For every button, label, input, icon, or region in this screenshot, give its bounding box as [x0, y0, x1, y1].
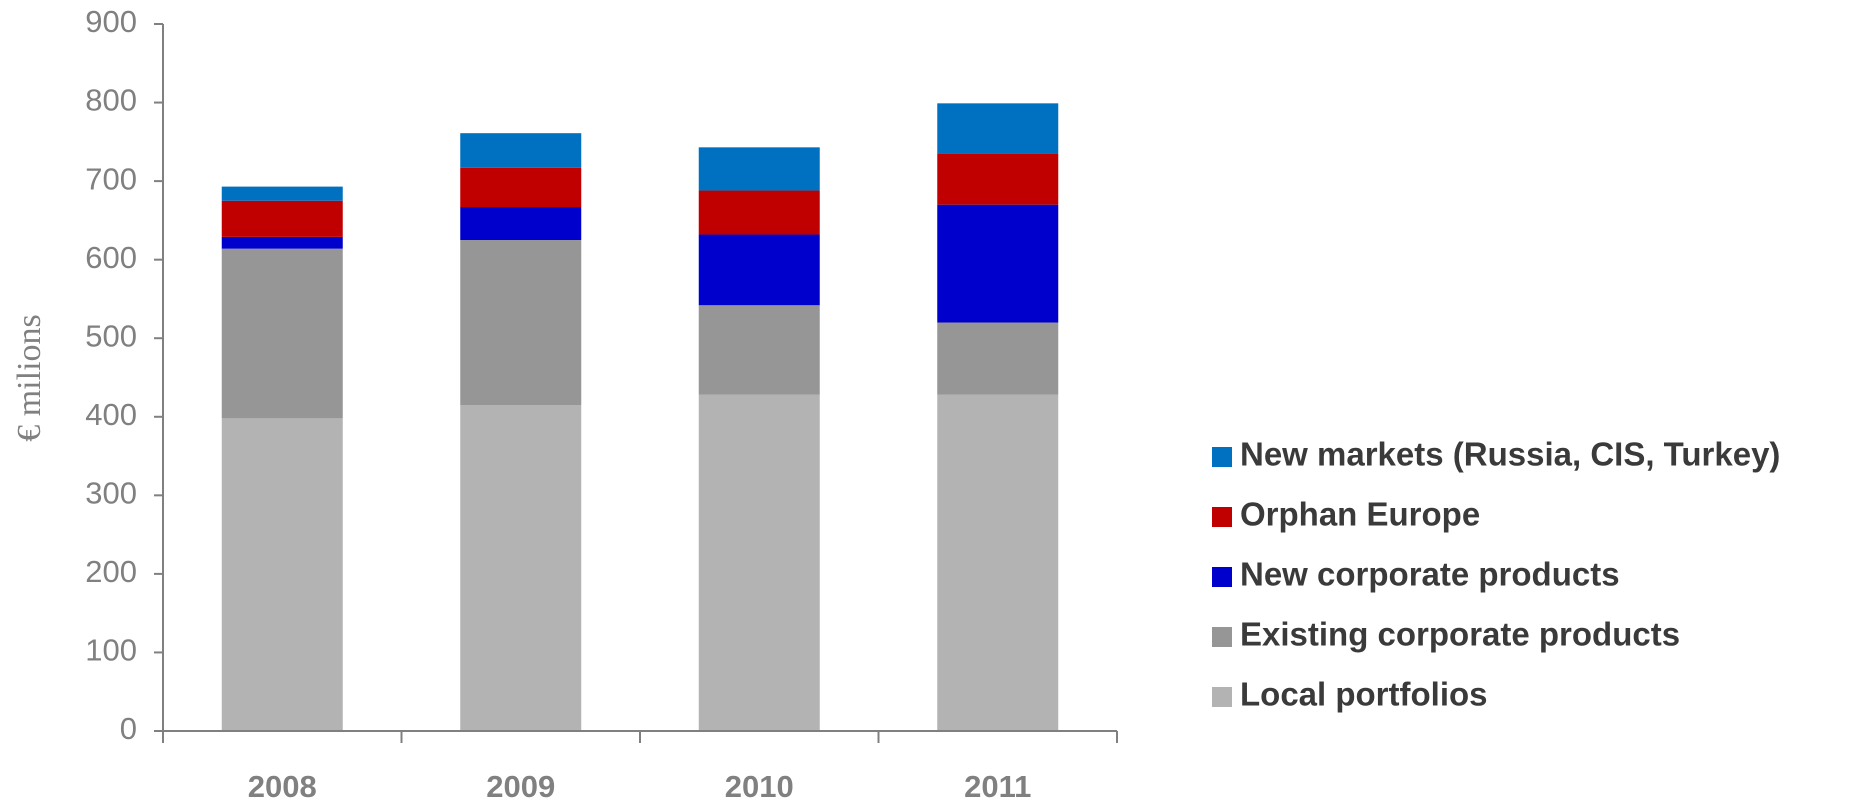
- y-axis-label: € milions: [11, 314, 48, 442]
- legend-label: New corporate products: [1240, 556, 1620, 593]
- bar-segment: [460, 133, 582, 168]
- y-tick-label: 500: [85, 318, 137, 353]
- y-tick-label: 200: [85, 554, 137, 589]
- legend-label: Local portfolios: [1240, 676, 1488, 713]
- y-tick-label: 300: [85, 476, 137, 511]
- bar-segment: [460, 240, 582, 405]
- bar-segment: [698, 394, 820, 731]
- bar-segment: [698, 147, 820, 191]
- legend-swatch: [1212, 507, 1232, 527]
- bar-segment: [698, 234, 820, 306]
- bar-segment: [221, 200, 343, 237]
- bar-segment: [460, 404, 582, 731]
- legend-swatch: [1212, 627, 1232, 647]
- bar-segment: [460, 167, 582, 208]
- x-tick-label: 2011: [964, 769, 1031, 804]
- y-tick-label: 0: [120, 711, 137, 746]
- legend-swatch: [1212, 687, 1232, 707]
- bar-segment: [937, 394, 1059, 731]
- legend-swatch: [1212, 447, 1232, 467]
- bar-segment: [221, 248, 343, 419]
- bar-segment: [937, 204, 1059, 323]
- bar-segment: [937, 103, 1059, 154]
- y-tick-label: 400: [85, 397, 137, 432]
- bar-segment: [221, 418, 343, 731]
- bar-segment: [698, 190, 820, 235]
- legend-label: Existing corporate products: [1240, 616, 1680, 653]
- y-tick-label: 600: [85, 240, 137, 275]
- x-tick-label: 2010: [725, 769, 794, 804]
- bar-segment: [937, 153, 1059, 205]
- y-tick-label: 800: [85, 83, 137, 118]
- bar-segment: [937, 322, 1059, 395]
- y-tick-label: 100: [85, 633, 137, 668]
- y-tick-label: 700: [85, 161, 137, 196]
- legend-swatch: [1212, 567, 1232, 587]
- bar-segment: [698, 305, 820, 395]
- bar-segment: [221, 186, 343, 201]
- legend-label: Orphan Europe: [1240, 496, 1480, 533]
- y-tick-label: 900: [85, 4, 137, 39]
- bar-segment: [221, 236, 343, 249]
- x-tick-label: 2008: [248, 769, 317, 804]
- legend-label: New markets (Russia, CIS, Turkey): [1240, 436, 1780, 473]
- bar-segment: [460, 207, 582, 241]
- x-tick-label: 2009: [486, 769, 555, 804]
